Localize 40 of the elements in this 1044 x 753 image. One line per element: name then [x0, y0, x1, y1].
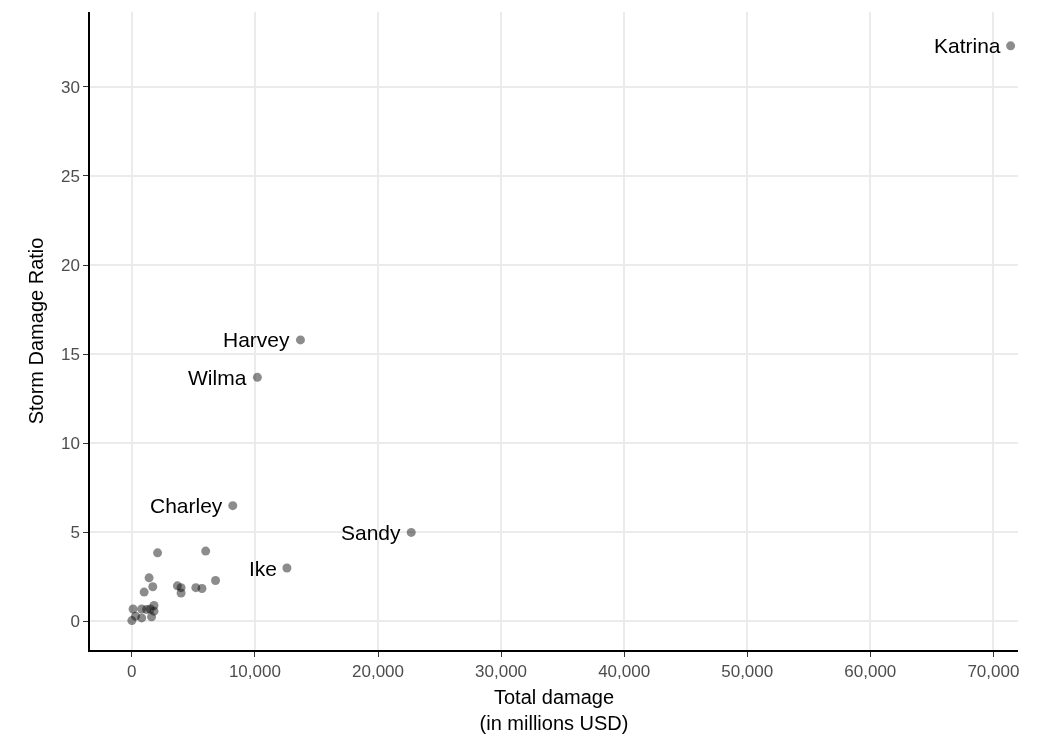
y-tick-label: 0 — [70, 612, 80, 632]
y-tick-label: 30 — [60, 77, 80, 97]
point — [147, 612, 157, 622]
point — [176, 588, 186, 598]
annotation: Wilma — [188, 366, 247, 389]
x-tick-label: 20,000 — [352, 662, 404, 682]
annotation: Ike — [249, 557, 278, 580]
annotation: Harvey — [223, 328, 291, 351]
point — [295, 335, 305, 345]
x-tick-label: 50,000 — [721, 662, 774, 682]
point — [282, 563, 292, 573]
x-axis-title: Total damage (in millions USD) — [479, 686, 629, 735]
x-tick-label: 40,000 — [598, 662, 651, 682]
point — [197, 584, 207, 594]
point — [144, 573, 154, 583]
point — [139, 587, 149, 597]
point — [153, 548, 163, 558]
point — [128, 604, 138, 614]
y-tick-label: 20 — [60, 256, 80, 276]
point — [148, 582, 158, 592]
x-tick-label: 0 — [127, 662, 137, 682]
y-tick-label: 5 — [70, 523, 80, 543]
annotation: Sandy — [341, 521, 402, 544]
y-tick-label: 15 — [60, 345, 80, 365]
point — [131, 611, 141, 621]
point — [406, 527, 416, 537]
y-tick-label: 25 — [60, 166, 80, 186]
x-tick-label: 70,000 — [967, 662, 1020, 682]
x-tick-label: 60,000 — [844, 662, 897, 682]
point — [252, 372, 262, 382]
point — [1006, 41, 1016, 51]
x-tick-label: 10,000 — [228, 662, 281, 682]
point — [211, 576, 221, 585]
y-tick-label: 10 — [60, 434, 80, 454]
point — [228, 501, 238, 511]
annotation: Katrina — [934, 34, 1001, 57]
y-axis-title: Storm Damage Ratio — [24, 237, 47, 425]
x-tick-label: 30,000 — [475, 662, 528, 682]
point — [201, 546, 211, 556]
annotation: Charley — [150, 494, 223, 517]
